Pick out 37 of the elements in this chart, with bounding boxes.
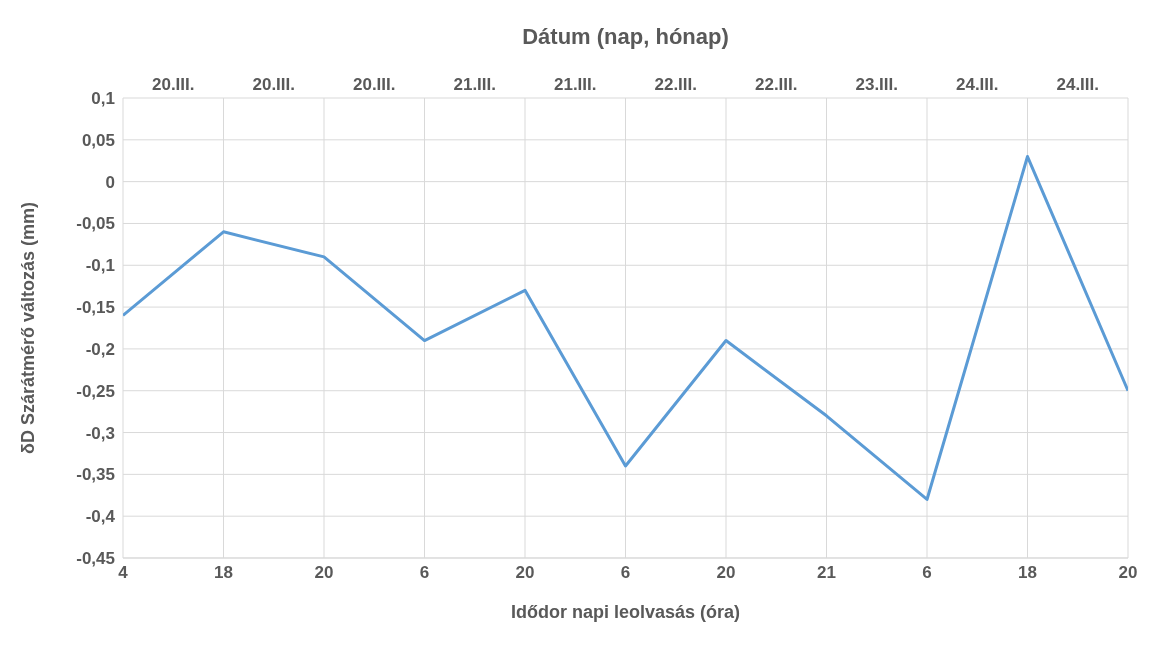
- line-series: [123, 155, 1128, 501]
- text: 20.III.: [151, 75, 195, 94]
- y-tick-label: -0,4: [85, 507, 116, 527]
- text: 20.III.: [252, 75, 296, 94]
- x-tick-label: 4: [118, 563, 129, 583]
- y-axis-title: δD Szárátmérő változás (mm): [18, 202, 39, 454]
- x-tick-label: 6: [620, 563, 631, 583]
- y-tick-label: 0,05: [81, 130, 115, 150]
- y-tick-label: 0,1: [91, 89, 115, 109]
- x-axis-title: Idődor napi leolvasás (óra): [510, 602, 741, 622]
- x-tick-label: 20: [716, 563, 736, 583]
- x-tick-label: 18: [214, 563, 233, 583]
- x-tick-label: 20: [515, 563, 535, 583]
- y-tick-label: -0,2: [85, 339, 115, 359]
- text: 20.III.: [352, 75, 396, 94]
- y-tick-label: -0,1: [85, 256, 115, 276]
- y-tick-label: -0,15: [76, 298, 115, 318]
- x2-axis-title: Dátum (nap, hónap): [522, 23, 729, 49]
- x-tick-label: 18: [1018, 563, 1037, 583]
- text: 23.III.: [855, 75, 899, 94]
- text: 24.III.: [1056, 75, 1100, 94]
- text: 21.III.: [453, 75, 497, 94]
- x-tick-label: 20: [314, 563, 334, 583]
- text: 22.III.: [654, 75, 698, 94]
- x-tick-label: 6: [922, 563, 932, 583]
- x-tick-label: 21: [817, 563, 836, 583]
- text: 21.III.: [553, 75, 597, 94]
- y-tick-label: -0,45: [76, 549, 115, 569]
- y-tick-label: 0: [105, 172, 115, 192]
- x-tick-label: 6: [419, 563, 430, 583]
- y-tick-label: -0,05: [76, 214, 115, 234]
- y-tick-label: -0,3: [85, 423, 115, 443]
- y-tick-label: -0,25: [76, 381, 115, 401]
- x-tick-label: 20: [1118, 563, 1138, 583]
- y-tick-label: -0,35: [76, 465, 115, 485]
- text: 24.III.: [955, 75, 999, 94]
- text: 22.III.: [754, 75, 798, 94]
